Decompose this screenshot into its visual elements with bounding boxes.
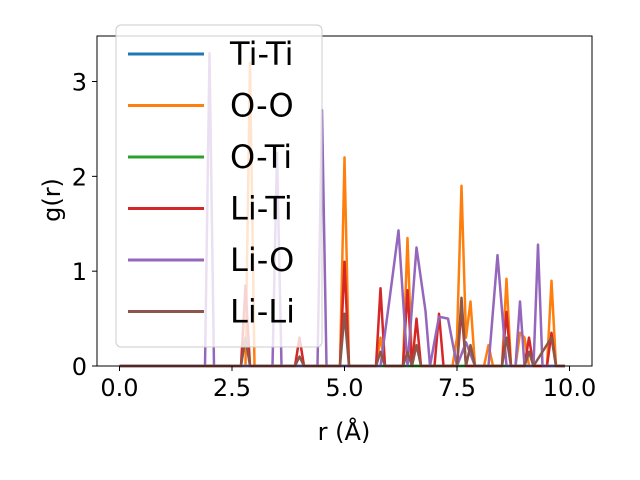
x-axis-title: r (Å) bbox=[318, 417, 371, 446]
legend-label-o-ti: O-Ti bbox=[230, 138, 292, 176]
x-tick-label: 2.5 bbox=[213, 374, 251, 402]
y-tick-label: 3 bbox=[72, 69, 87, 97]
legend-label-li-o: Li-O bbox=[230, 241, 294, 279]
x-tick-label: 5.0 bbox=[325, 374, 363, 402]
legend-label-ti-ti: Ti-Ti bbox=[229, 35, 294, 73]
x-tick-label: 0.0 bbox=[100, 374, 138, 402]
legend-label-o-o: O-O bbox=[230, 87, 294, 125]
x-tick-label: 7.5 bbox=[438, 374, 476, 402]
y-tick-label: 1 bbox=[72, 258, 87, 286]
x-axis-ticks: 0.0 2.5 5.0 7.5 10.0 bbox=[100, 366, 596, 402]
legend: Ti-Ti O-O O-Ti Li-Ti Li-O Li-Li bbox=[115, 24, 323, 348]
y-tick-label: 0 bbox=[72, 353, 87, 381]
y-axis-ticks: 0 1 2 3 bbox=[72, 69, 97, 381]
x-tick-label: 10.0 bbox=[543, 374, 596, 402]
y-tick-label: 2 bbox=[72, 163, 87, 191]
legend-label-li-ti: Li-Ti bbox=[230, 190, 293, 228]
y-axis-title: g(r) bbox=[38, 178, 66, 222]
legend-label-li-li: Li-Li bbox=[230, 293, 295, 331]
series-line-li-ti bbox=[119, 260, 565, 368]
